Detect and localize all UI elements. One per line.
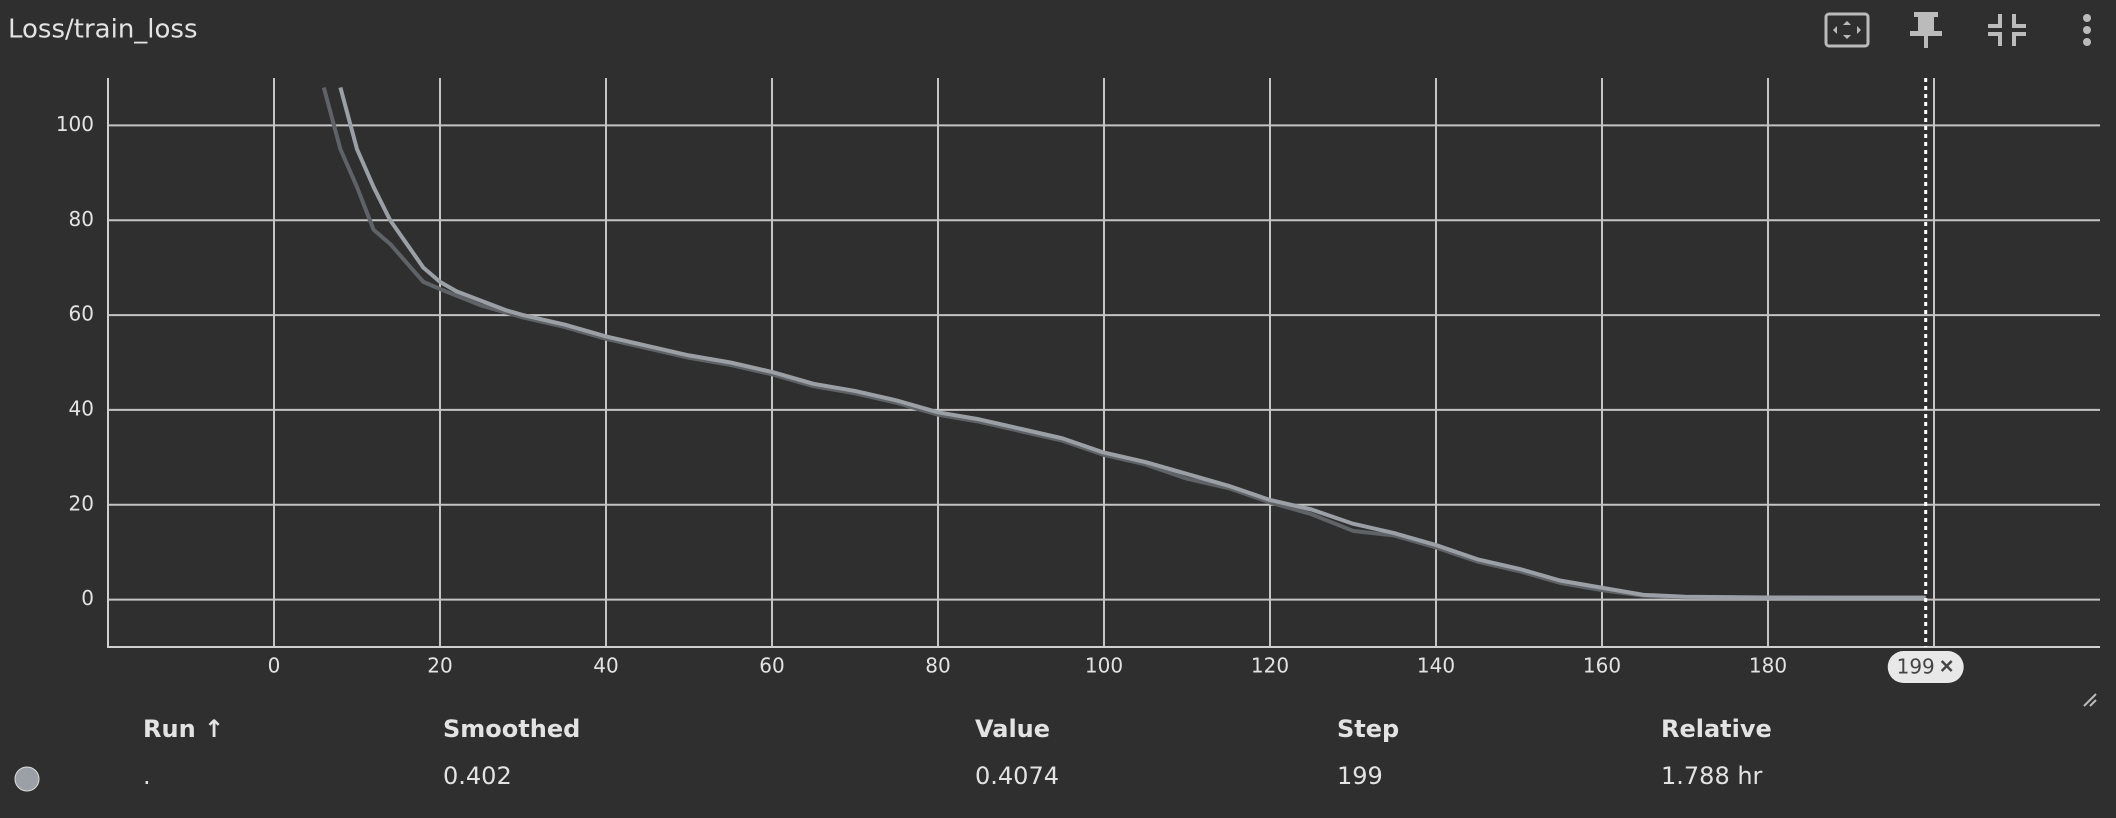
x-tick-label: 100 (1085, 654, 1123, 678)
series-line (338, 86, 1926, 600)
x-tick-label: 180 (1749, 654, 1787, 678)
x-tick-label: 160 (1583, 654, 1621, 678)
series-line (321, 86, 1926, 600)
x-tick-label: 60 (759, 654, 784, 678)
x-tick-label: 40 (593, 654, 618, 678)
column-header: Relative (1661, 715, 1772, 743)
x-tick-label: 20 (427, 654, 452, 678)
step-badge[interactable]: 199 (1887, 651, 1964, 683)
badge-close (1940, 660, 1953, 672)
badge-step: 199 (1897, 655, 1935, 679)
x-tick-label: 80 (925, 654, 950, 678)
column-header: Smoothed (443, 715, 580, 743)
chart-title: Loss/train_loss (8, 15, 198, 45)
overlay: 199 (1887, 78, 1964, 683)
table-cell: 1.788 hr (1661, 762, 1763, 790)
x-tick-label: 140 (1417, 654, 1455, 678)
menu-button[interactable] (2083, 14, 2091, 46)
table-cell: 0.4074 (975, 762, 1059, 790)
y-tick-label: 40 (69, 396, 94, 420)
pin-button[interactable] (1910, 12, 1942, 48)
resize-handle[interactable] (2083, 693, 2097, 707)
table-cell: 199 (1337, 762, 1383, 790)
fit-button[interactable] (1824, 12, 1870, 48)
table-cell: . (143, 762, 151, 790)
collapse-button[interactable] (1988, 14, 2026, 46)
y-tick-label: 100 (56, 112, 94, 136)
badge-bg (1887, 651, 1964, 683)
run-table: Run ↑ Smoothed Value Step Relative. 0.402 0.40… (14, 715, 1772, 792)
plot-lines (321, 86, 1926, 600)
column-header: Step (1337, 715, 1399, 743)
run-color (14, 766, 40, 792)
grid: 020406080100020406080100120140160180200 (56, 78, 2100, 678)
y-tick-label: 80 (69, 207, 94, 231)
column-header: Value (975, 715, 1050, 743)
table-cell: 0.402 (443, 762, 512, 790)
x-tick-label: 120 (1251, 654, 1289, 678)
y-tick-label: 20 (69, 491, 94, 515)
y-tick-label: 60 (69, 302, 94, 326)
y-tick-label: 0 (81, 586, 94, 610)
axis-line (107, 78, 2100, 648)
x-tick-label: 0 (268, 654, 281, 678)
column-header: Run ↑ (143, 715, 224, 743)
